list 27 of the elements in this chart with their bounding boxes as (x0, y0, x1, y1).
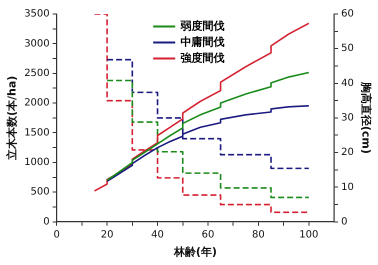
x-axis-title: 林齢(年) (172, 245, 217, 258)
y-tick-label: 1000 (24, 157, 50, 168)
x-tick-label: 100 (299, 229, 318, 240)
y-tick-label: 2000 (24, 98, 50, 109)
y2-tick-label: 20 (341, 147, 354, 158)
legend-label: 弱度間伐 (180, 19, 225, 32)
y-tick-label: 3500 (24, 8, 50, 20)
x-tick-label: 40 (151, 229, 164, 240)
y2-tick-label: 0 (341, 216, 348, 228)
y-tick-label: 2500 (24, 68, 50, 79)
x-tick-label: 20 (100, 229, 114, 240)
y2-axis-title: 胸高直径(cm) (360, 80, 373, 154)
y2-tick-label: 50 (341, 43, 354, 54)
legend-label: 中庸間伐 (180, 35, 225, 48)
y-tick-label: 3000 (24, 38, 50, 50)
x-tick-label: 60 (202, 229, 214, 240)
y-tick-label: 0 (43, 216, 50, 228)
y2-tick-label: 30 (341, 112, 354, 124)
x-tick-label: 0 (53, 229, 60, 240)
y2-tick-label: 10 (341, 182, 354, 193)
y-tick-label: 1500 (24, 127, 50, 138)
x-tick-label: 80 (252, 229, 265, 240)
legend-label: 強度間伐 (180, 51, 225, 64)
y-tick-label: 500 (30, 186, 50, 198)
y-axis-title: 立木本数(本/ha) (5, 76, 18, 162)
y2-tick-label: 40 (341, 78, 354, 89)
y2-tick-label: 60 (341, 8, 354, 20)
